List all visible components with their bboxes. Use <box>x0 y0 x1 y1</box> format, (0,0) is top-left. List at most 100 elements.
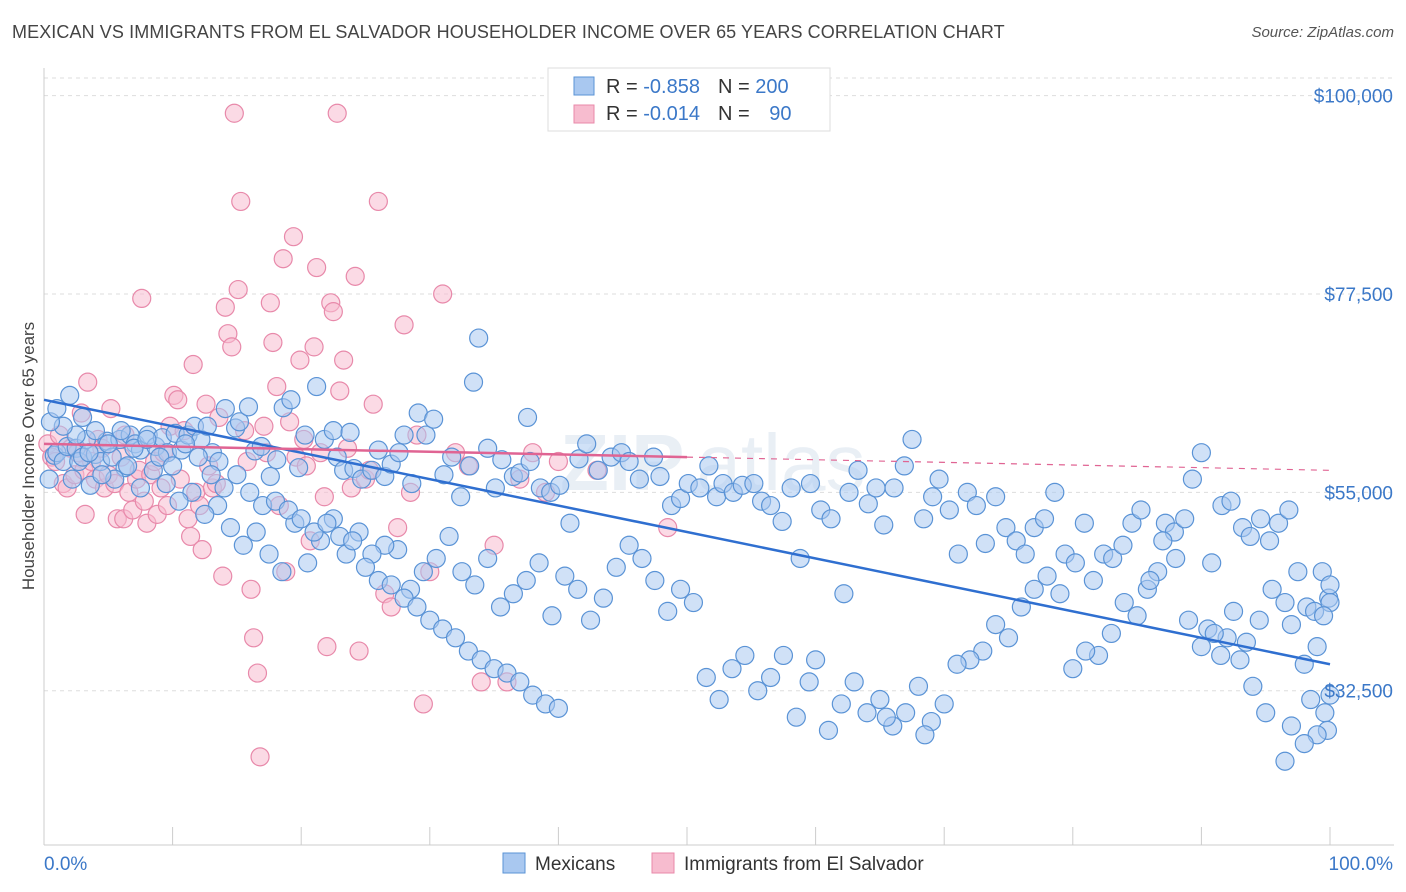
mexicans-point-44 <box>307 376 327 397</box>
el-salvador-point-89 <box>327 103 347 123</box>
el-salvador-point-106 <box>413 694 433 714</box>
el-salvador-point-12 <box>78 372 98 392</box>
mexicans-point-135 <box>1103 548 1123 569</box>
el-salvador-point-29 <box>132 288 152 309</box>
chart-title: MEXICAN VS IMMIGRANTS FROM EL SALVADOR H… <box>12 22 1005 42</box>
mexicans-point-63 <box>442 447 462 467</box>
mexicans-point-148 <box>1221 491 1241 511</box>
mexicans-point-73 <box>517 407 538 428</box>
mexicans-point-144 <box>1182 469 1202 489</box>
el-salvador-point-117 <box>548 451 569 472</box>
mexicans-point-216 <box>831 694 851 714</box>
mexicans-point-246 <box>452 562 472 582</box>
mexicans-point-105 <box>821 509 841 529</box>
mexicans-point-229 <box>670 579 691 599</box>
legend-pink-r-label: R = <box>606 103 643 125</box>
mexicans-point-169 <box>1275 592 1295 613</box>
mexicans-point-125 <box>1006 531 1026 551</box>
mexicans-point-85 <box>629 469 650 489</box>
mexicans-point-121 <box>966 495 986 516</box>
mexicans-point-230 <box>658 601 678 621</box>
mexicans-point-290 <box>188 447 208 467</box>
mexicans-point-196 <box>1063 659 1083 679</box>
mexicans-point-0 <box>39 469 59 489</box>
mexicans-point-302 <box>343 531 363 551</box>
mexicans-point-236 <box>580 610 601 630</box>
mexicans-point-298 <box>291 509 311 529</box>
mexicans-point-205 <box>947 654 967 674</box>
el-salvador-point-69 <box>260 293 280 313</box>
mexicans-point-186 <box>1204 623 1224 644</box>
mexicans-point-118 <box>939 500 959 520</box>
mexicans-point-213 <box>870 689 890 710</box>
el-salvador-point-58 <box>224 103 244 123</box>
mexicans-point-262 <box>246 522 266 542</box>
mexicans-point-81 <box>588 460 608 480</box>
mexicans-point-307 <box>407 597 427 617</box>
mexicans-point-103 <box>800 473 821 494</box>
mexicans-point-107 <box>839 482 859 502</box>
mexicans-point-49 <box>340 422 360 443</box>
mexicans-point-164 <box>1211 645 1231 666</box>
mexicans-point-128 <box>1034 509 1055 529</box>
mexicans-point-126 <box>1015 544 1035 564</box>
mexicans-point-41 <box>281 390 301 410</box>
el-salvador-point-103 <box>394 315 414 335</box>
mexicans-point-206 <box>934 694 954 714</box>
mexicans-point-183 <box>1243 676 1263 696</box>
mexicans-point-218 <box>805 650 826 670</box>
mexicans-point-170 <box>1281 614 1302 635</box>
mexicans-point-212 <box>876 707 896 727</box>
mexicans-point-74 <box>520 451 540 472</box>
el-salvador-point-65 <box>247 663 268 683</box>
mexicans-point-175 <box>1315 703 1335 723</box>
el-salvador-point-45 <box>183 354 203 375</box>
mexicans-point-34 <box>229 412 250 432</box>
mexicans-point-155 <box>1288 562 1308 582</box>
el-salvador-point-99 <box>368 191 388 212</box>
mexicans-point-188 <box>1166 548 1186 569</box>
mexicans-point-42 <box>289 458 309 478</box>
el-salvador-point-54 <box>213 566 233 586</box>
mexicans-point-291 <box>201 465 221 485</box>
mexicans-point-237 <box>568 579 588 599</box>
mexicans-point-152 <box>1259 531 1280 551</box>
mexicans-point-56 <box>389 443 409 463</box>
mexicans-point-78 <box>560 513 580 533</box>
mexicans-point-67 <box>469 328 489 348</box>
el-salvador-point-94 <box>345 266 365 286</box>
mexicans-point-110 <box>866 478 886 498</box>
mexicans-point-108 <box>848 460 868 480</box>
el-salvador-point-66 <box>250 747 270 767</box>
legend-pink-n-label: N = <box>718 103 755 125</box>
mexicans-point-274 <box>92 465 112 485</box>
mexicans-point-202 <box>986 614 1006 635</box>
mexicans-point-197 <box>1050 584 1070 604</box>
el-salvador-point-71 <box>267 376 287 397</box>
mexicans-point-138 <box>1131 500 1151 520</box>
mexicans-point-310 <box>445 628 466 648</box>
mexicans-point-162 <box>1178 610 1199 630</box>
mexicans-trend-line <box>43 398 1331 666</box>
el-salvador-point-82 <box>304 337 324 357</box>
mexicans-point-57 <box>394 425 414 445</box>
el-salvador-point-91 <box>334 350 354 370</box>
mexicans-point-305 <box>381 575 401 595</box>
mexicans-point-318 <box>548 698 569 718</box>
mexicans-point-221 <box>773 645 794 666</box>
mexicans-point-123 <box>986 487 1006 507</box>
mexicans-point-160 <box>1320 575 1340 595</box>
mexicans-point-209 <box>908 676 929 696</box>
mexicans-point-260 <box>272 562 292 582</box>
mexicans-point-289 <box>175 434 196 454</box>
mexicans-point-232 <box>632 548 652 569</box>
mexicans-point-91 <box>690 478 710 498</box>
watermark: ZIPatlas <box>560 418 865 507</box>
mexicans-point-263 <box>233 535 253 555</box>
el-salvador-point-95 <box>349 641 369 661</box>
mexicans-point-173 <box>1313 606 1334 626</box>
legend-pink-swatch <box>573 104 595 124</box>
mexicans-point-146 <box>1202 553 1222 573</box>
mexicans-point-43 <box>295 425 315 445</box>
